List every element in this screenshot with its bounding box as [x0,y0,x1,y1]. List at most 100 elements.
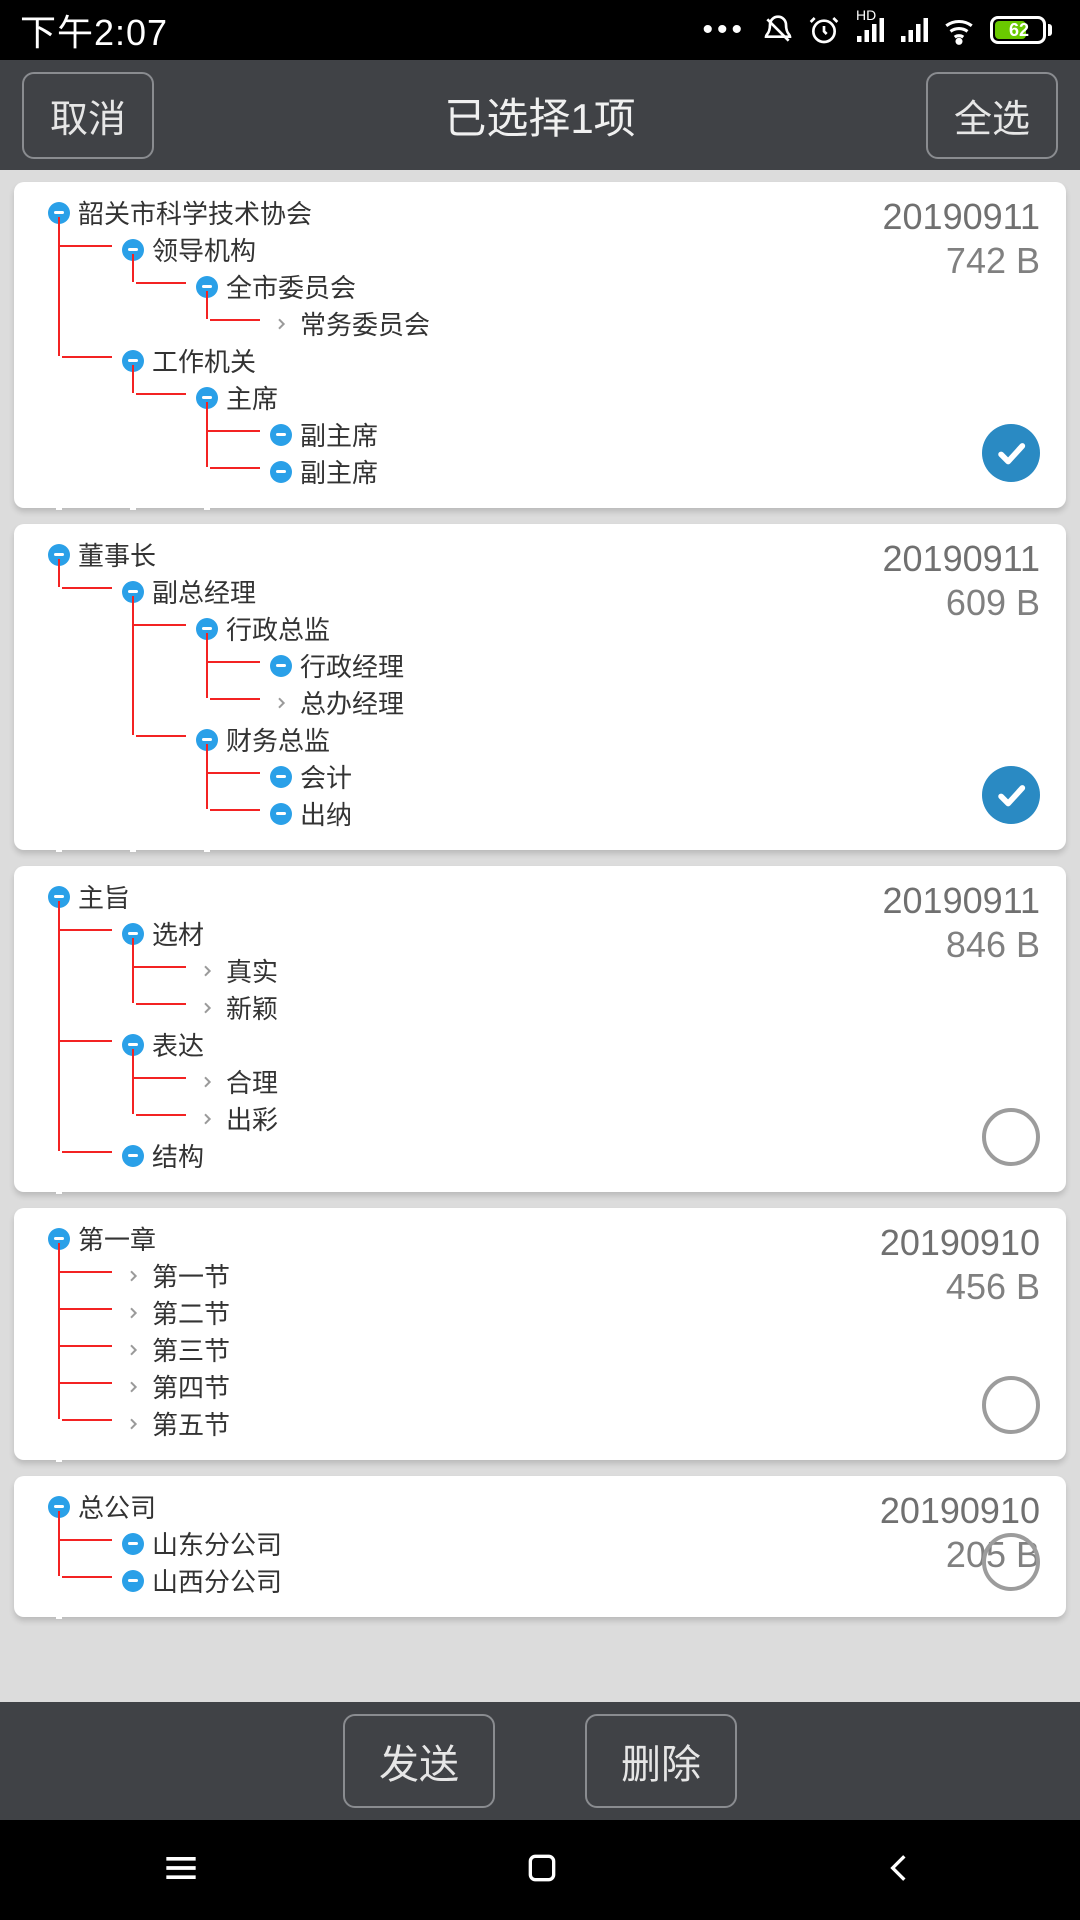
tree-node[interactable]: 副主席 [206,453,1046,490]
battery-icon: 62 [990,16,1052,44]
tree-node[interactable]: 结构 [58,1137,1046,1174]
expand-icon[interactable] [122,1376,144,1398]
tree-node[interactable]: 第五节 [58,1405,1046,1442]
tree-node-label: 山东分公司 [152,1525,282,1562]
tree-node-label: 领导机构 [152,231,256,268]
file-list[interactable]: 20190911742 B韶关市科学技术协会领导机构全市委员会常务委员会工作机关… [0,170,1080,1702]
tree-node[interactable]: 领导机构全市委员会常务委员会 [58,231,1046,342]
tree-node-label: 行政总监 [226,610,330,647]
tree-node-label: 表达 [152,1026,204,1063]
collapse-icon[interactable] [270,461,292,483]
collapse-icon[interactable] [270,424,292,446]
tree-node-label: 新颖 [226,989,278,1026]
tree-node[interactable]: 第四节 [58,1368,1046,1405]
tree-node[interactable]: 第三节 [58,1331,1046,1368]
tree-node-label: 董事长 [78,536,156,573]
delete-button[interactable]: 删除 [585,1714,737,1808]
tree-node-label: 第三节 [152,1331,230,1368]
expand-icon[interactable] [196,1071,218,1093]
tree-node[interactable]: 董事长副总经理行政总监行政经理总办经理财务总监会计出纳 [48,536,1046,832]
tree-node-label: 工作机关 [152,342,256,379]
send-button[interactable]: 发送 [343,1714,495,1808]
tree-node-label: 真实 [226,952,278,989]
tree-node[interactable]: 韶关市科学技术协会领导机构全市委员会常务委员会工作机关主席副主席副主席 [48,194,1046,490]
hd-signal-icon: HD [854,15,884,45]
tree-node[interactable]: 副总经理行政总监行政经理总办经理财务总监会计出纳 [58,573,1046,832]
expand-icon[interactable] [270,313,292,335]
tree-node[interactable]: 第一章第一节第二节第三节第四节第五节 [48,1220,1046,1442]
tree-node[interactable]: 常务委员会 [206,305,1046,342]
collapse-icon[interactable] [122,1533,144,1555]
nav-menu-icon[interactable] [159,1846,203,1895]
tree-node[interactable]: 第二节 [58,1294,1046,1331]
tree-node[interactable]: 副主席 [206,416,1046,453]
tree-node[interactable]: 工作机关主席副主席副主席 [58,342,1046,490]
tree-node-label: 韶关市科学技术协会 [78,194,312,231]
signal-icon [898,15,928,45]
tree-node[interactable]: 山西分公司 [58,1562,1046,1599]
tree-node[interactable]: 第一节 [58,1257,1046,1294]
tree-node-label: 副主席 [300,453,378,490]
tree-node-label: 出纳 [300,795,352,832]
mindmap-tree: 第一章第一节第二节第三节第四节第五节 [48,1220,1046,1442]
file-card[interactable]: 20190911609 B董事长副总经理行政总监行政经理总办经理财务总监会计出纳 [14,524,1066,850]
tree-node[interactable]: 行政经理 [206,647,1046,684]
tree-node-label: 总办经理 [300,684,404,721]
cancel-button[interactable]: 取消 [22,72,154,159]
tree-node-label: 行政经理 [300,647,404,684]
tree-node[interactable]: 新颖 [132,989,1046,1026]
tree-node[interactable]: 选材真实新颖 [58,915,1046,1026]
file-card[interactable]: 20190910456 B第一章第一节第二节第三节第四节第五节 [14,1208,1066,1460]
select-all-button[interactable]: 全选 [926,72,1058,159]
file-card[interactable]: 20190911846 B主旨选材真实新颖表达合理出彩结构 [14,866,1066,1192]
nav-home-icon[interactable] [522,1848,562,1893]
mindmap-tree: 总公司山东分公司山西分公司 [48,1488,1046,1599]
tree-node[interactable]: 合理 [132,1063,1046,1100]
tree-node-label: 第二节 [152,1294,230,1331]
tree-node[interactable]: 总公司山东分公司山西分公司 [48,1488,1046,1599]
tree-node[interactable]: 出彩 [132,1100,1046,1137]
tree-node[interactable]: 行政总监行政经理总办经理 [132,610,1046,721]
header-title: 已选择1项 [154,85,926,146]
tree-node[interactable]: 主席副主席副主席 [132,379,1046,490]
tree-node[interactable]: 总办经理 [206,684,1046,721]
alarm-icon [808,14,840,46]
tree-node-label: 副主席 [300,416,378,453]
tree-node-label: 合理 [226,1063,278,1100]
tree-node[interactable]: 真实 [132,952,1046,989]
tree-node[interactable]: 山东分公司 [58,1525,1046,1562]
expand-icon[interactable] [122,1339,144,1361]
expand-icon[interactable] [122,1265,144,1287]
tree-node-label: 全市委员会 [226,268,356,305]
collapse-icon[interactable] [122,1570,144,1592]
tree-node[interactable]: 出纳 [206,795,1046,832]
tree-node-label: 结构 [152,1137,204,1174]
expand-icon[interactable] [196,997,218,1019]
tree-node-label: 财务总监 [226,721,330,758]
tree-node-label: 主席 [226,379,278,416]
tree-node[interactable]: 全市委员会常务委员会 [132,268,1046,342]
expand-icon[interactable] [196,960,218,982]
mindmap-tree: 韶关市科学技术协会领导机构全市委员会常务委员会工作机关主席副主席副主席 [48,194,1046,490]
expand-icon[interactable] [122,1413,144,1435]
tree-node[interactable]: 主旨选材真实新颖表达合理出彩结构 [48,878,1046,1174]
tree-node-label: 主旨 [78,878,130,915]
collapse-icon[interactable] [270,655,292,677]
tree-node[interactable]: 会计 [206,758,1046,795]
file-card[interactable]: 20190910205 B总公司山东分公司山西分公司 [14,1476,1066,1617]
expand-icon[interactable] [122,1302,144,1324]
action-footer: 发送 删除 [0,1702,1080,1820]
expand-icon[interactable] [196,1108,218,1130]
tree-node[interactable]: 表达合理出彩 [58,1026,1046,1137]
tree-node[interactable]: 财务总监会计出纳 [132,721,1046,832]
collapse-icon[interactable] [122,1145,144,1167]
nav-back-icon[interactable] [881,1848,921,1893]
tree-node-label: 第一节 [152,1257,230,1294]
tree-node-label: 选材 [152,915,204,952]
expand-icon[interactable] [270,692,292,714]
collapse-icon[interactable] [270,766,292,788]
collapse-icon[interactable] [270,803,292,825]
tree-node-label: 会计 [300,758,352,795]
file-card[interactable]: 20190911742 B韶关市科学技术协会领导机构全市委员会常务委员会工作机关… [14,182,1066,508]
selection-header: 取消 已选择1项 全选 [0,60,1080,170]
